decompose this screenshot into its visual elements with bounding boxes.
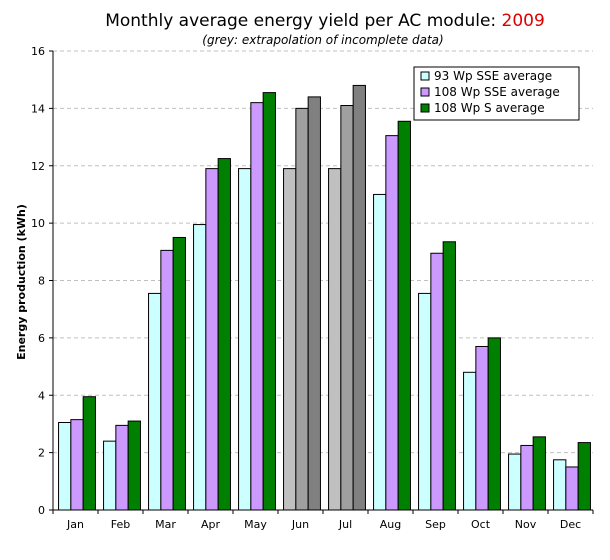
bar-jan-108-wp-sse-average xyxy=(70,419,84,511)
bar-may-93-wp-sse-average xyxy=(238,168,252,511)
bar-nov-108-wp-s-average xyxy=(532,436,546,511)
chart-title: Monthly average energy yield per AC modu… xyxy=(105,11,545,31)
bar-aug-108-wp-sse-average xyxy=(385,135,399,511)
y-tick-label-6: 6 xyxy=(38,332,45,345)
y-tick-label-4: 4 xyxy=(38,389,45,402)
legend-box xyxy=(413,66,580,121)
bar-oct-108-wp-s-average xyxy=(487,337,501,511)
y-tick-label-2: 2 xyxy=(38,447,45,460)
bar-sep-93-wp-sse-average xyxy=(418,292,432,511)
bar-mar-108-wp-sse-average xyxy=(160,249,174,511)
bar-jul-108-wp-sse-average xyxy=(340,105,354,511)
bar-oct-108-wp-sse-average xyxy=(475,345,489,511)
y-tick-label-14: 14 xyxy=(31,102,45,115)
x-tick-label-aug: Aug xyxy=(380,518,401,531)
x-tick-label-dec: Dec xyxy=(560,518,581,531)
bar-jan-108-wp-s-average xyxy=(82,396,96,511)
y-axis-label: Energy production (kWh) xyxy=(15,204,28,360)
y-tick-labels: 0 2 4 6 8 10 12 14 16 xyxy=(31,45,45,517)
x-tick-label-mar: Mar xyxy=(155,518,176,531)
x-tick-label-sep: Sep xyxy=(425,518,446,531)
bar-sep-108-wp-sse-average xyxy=(430,252,444,511)
legend-label-93-wp-sse-average: 93 Wp SSE average xyxy=(434,69,552,83)
bar-mar-93-wp-sse-average xyxy=(148,292,162,511)
bars xyxy=(58,84,591,511)
bar-apr-108-wp-s-average xyxy=(217,158,231,511)
chart-subtitle: (grey: extrapolation of incomplete data) xyxy=(202,33,443,47)
bar-nov-93-wp-sse-average xyxy=(508,453,522,511)
x-tick-label-jun: Jun xyxy=(291,518,309,531)
bar-jul-108-wp-s-average xyxy=(352,84,366,511)
y-tick-label-16: 16 xyxy=(31,45,45,58)
bar-dec-93-wp-sse-average xyxy=(553,459,567,511)
bar-jun-108-wp-s-average xyxy=(307,96,321,511)
bar-nov-108-wp-sse-average xyxy=(520,444,534,511)
x-tick-label-feb: Feb xyxy=(111,518,130,531)
y-tick-label-10: 10 xyxy=(31,217,45,230)
chart-title-text: Monthly average energy yield per AC modu… xyxy=(105,11,496,31)
bar-jul-93-wp-sse-average xyxy=(328,168,342,511)
bar-feb-108-wp-sse-average xyxy=(115,424,129,511)
y-tick-label-8: 8 xyxy=(38,275,45,288)
bar-oct-93-wp-sse-average xyxy=(463,371,477,511)
axes xyxy=(49,50,594,514)
legend-label-108-wp-s-average: 108 Wp S average xyxy=(434,101,545,115)
legend-swatch-93-wp-sse-average xyxy=(420,71,430,81)
x-tick-label-apr: Apr xyxy=(201,518,221,531)
bar-may-108-wp-sse-average xyxy=(250,102,264,511)
bar-jun-108-wp-sse-average xyxy=(295,107,309,511)
legend-swatch-108-wp-sse-average xyxy=(420,87,430,97)
bar-sep-108-wp-s-average xyxy=(442,241,456,511)
bar-aug-93-wp-sse-average xyxy=(373,193,387,511)
bar-mar-108-wp-s-average xyxy=(172,236,186,511)
bar-jun-93-wp-sse-average xyxy=(283,168,297,511)
y-tick-label-12: 12 xyxy=(31,160,45,173)
x-tick-label-oct: Oct xyxy=(471,518,491,531)
bar-apr-108-wp-sse-average xyxy=(205,168,219,511)
x-tick-label-jan: Jan xyxy=(66,518,84,531)
x-tick-label-nov: Nov xyxy=(515,518,537,531)
bar-feb-108-wp-s-average xyxy=(127,420,141,511)
legend-label-108-wp-sse-average: 108 Wp SSE average xyxy=(434,85,560,99)
bar-may-108-wp-s-average xyxy=(262,92,276,511)
bar-aug-108-wp-s-average xyxy=(397,120,411,511)
bar-jan-93-wp-sse-average xyxy=(58,422,72,511)
y-tick-label-0: 0 xyxy=(38,504,45,517)
x-tick-label-jul: Jul xyxy=(338,518,352,531)
bar-dec-108-wp-sse-average xyxy=(565,466,579,511)
legend-swatch-108-wp-s-average xyxy=(420,103,430,113)
x-tick-label-may: May xyxy=(244,518,267,531)
bar-apr-93-wp-sse-average xyxy=(193,224,207,511)
bar-feb-93-wp-sse-average xyxy=(103,440,117,511)
legend: 93 Wp SSE average 108 Wp SSE average 108 W… xyxy=(413,66,580,121)
bar-dec-108-wp-s-average xyxy=(577,442,591,511)
x-tick-labels: Jan Feb Mar Apr May Jun Jul Aug Sep Oct Nov Dec xyxy=(66,518,581,531)
chart-title-year: 2009 xyxy=(502,11,545,31)
